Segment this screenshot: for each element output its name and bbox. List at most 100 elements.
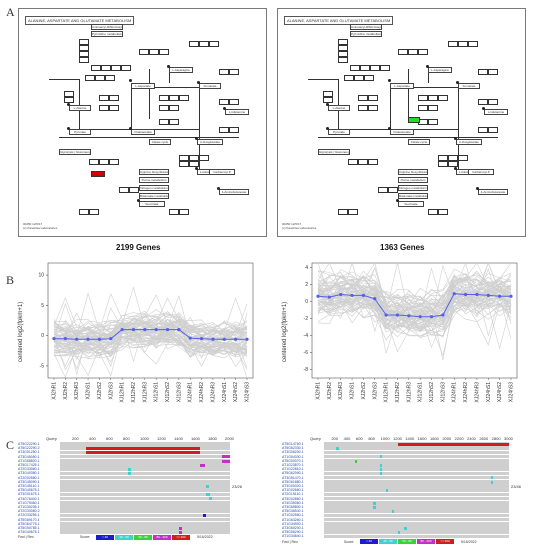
- hit-row[interactable]: [60, 505, 230, 509]
- hit-accession-link[interactable]: AT5G00070.1: [282, 458, 304, 463]
- hit-accession-link[interactable]: AT5G22290.2: [18, 446, 40, 451]
- mean-point: [177, 327, 181, 332]
- hit-row[interactable]: [324, 442, 509, 446]
- hit-accession-link[interactable]: AT4G76400.1: [18, 496, 40, 501]
- hit-accession-link[interactable]: AT2G33060.1: [18, 467, 40, 472]
- hit-row[interactable]: [60, 454, 230, 459]
- hit-accession-link[interactable]: AT1G68820.1: [18, 458, 40, 463]
- hit-row[interactable]: [324, 454, 509, 459]
- hit-row[interactable]: [324, 526, 509, 530]
- hit-accession-link[interactable]: AT5G40675.1: [18, 488, 40, 493]
- hit-accession-link[interactable]: AT5G14760.1: [282, 442, 304, 446]
- hit-accession-link[interactable]: AT5G50785.1: [18, 526, 40, 530]
- hit-accession-link[interactable]: AT5G64775.1: [18, 521, 40, 526]
- hit-accession-link[interactable]: AT3G51470.1: [282, 475, 304, 480]
- hit-row[interactable]: [60, 442, 230, 446]
- hit-accession-link[interactable]: AT2G33060.2: [18, 509, 40, 514]
- hit-accession-link[interactable]: AT5G06290.1: [282, 530, 304, 535]
- hit-accession-link[interactable]: AT5G36540.1: [282, 509, 304, 514]
- gene-line: [317, 282, 512, 338]
- hit-row[interactable]: [60, 475, 230, 480]
- hit-accession-link[interactable]: AT1G54330.1: [282, 454, 304, 459]
- hit-row[interactable]: [60, 467, 230, 471]
- hit-accession-link[interactable]: AT3G40380.1: [18, 471, 40, 476]
- hit-accession-link[interactable]: AT1G75460.1: [18, 500, 40, 505]
- kegg-enzyme-box: [129, 187, 139, 193]
- hit-accession-link[interactable]: AT5G69170.1: [18, 517, 40, 522]
- hit-accession-link[interactable]: AT4G01250.1: [18, 450, 40, 455]
- hit-accession-link[interactable]: AT5G22290.1: [18, 442, 40, 446]
- hit-row[interactable]: [324, 534, 509, 539]
- hit-accession-link[interactable]: AT5G17425.1: [18, 463, 40, 467]
- hit-row[interactable]: [60, 459, 230, 463]
- hit-accession-link[interactable]: AT4G35060.1: [282, 500, 304, 505]
- hit-row[interactable]: [60, 517, 230, 522]
- hit-row[interactable]: [60, 509, 230, 513]
- hit-row[interactable]: [60, 530, 230, 534]
- hit-accession-link[interactable]: AT3G01675.1: [18, 492, 40, 497]
- hit-accession-link[interactable]: AT1G30235.1: [18, 505, 40, 509]
- hit-accession-link[interactable]: AT3G45050.1: [18, 454, 40, 459]
- direction-legend[interactable]: Fwd | Rev: [18, 535, 34, 540]
- hit-accession-link[interactable]: AT3G06200.1: [282, 450, 304, 455]
- hit-row[interactable]: [324, 522, 509, 526]
- hit-accession-link[interactable]: AT1G23870.1: [282, 463, 304, 467]
- hit-row[interactable]: [60, 471, 230, 476]
- hit-row[interactable]: [324, 513, 509, 518]
- hit-row[interactable]: [60, 450, 230, 455]
- hit-row[interactable]: [60, 526, 230, 530]
- hit-row[interactable]: [60, 496, 230, 501]
- hit-accession-link[interactable]: AT1G02660.1: [282, 488, 304, 493]
- hit-row[interactable]: [324, 471, 509, 476]
- hit-accession-link[interactable]: AT3G65800.1: [282, 505, 304, 509]
- hit-row[interactable]: [324, 517, 509, 522]
- hit-accession-link[interactable]: AT3G00020.1: [282, 484, 304, 488]
- hit-accession-link[interactable]: AT4G40675.1: [18, 530, 40, 535]
- mean-point: [361, 293, 366, 297]
- hit-accession-link[interactable]: AT2G02580.1: [18, 475, 40, 480]
- hit-row[interactable]: [324, 496, 509, 501]
- hit-accession-link[interactable]: AT3G60200.1: [282, 526, 304, 530]
- hit-row[interactable]: [60, 522, 230, 526]
- hit-row[interactable]: [60, 484, 230, 488]
- hit-row[interactable]: [324, 467, 509, 471]
- hit-row[interactable]: [324, 475, 509, 480]
- hit-accession-link[interactable]: AT1G34900.1: [282, 521, 304, 526]
- hit-row[interactable]: [60, 501, 230, 505]
- hit-accession-link[interactable]: AT1G02560.1: [282, 513, 304, 518]
- hit-accession-link[interactable]: AT5G61880.1: [282, 479, 304, 484]
- hit-accession-link[interactable]: AT1G63260.1: [282, 517, 304, 522]
- hit-row[interactable]: [60, 488, 230, 492]
- hit-row[interactable]: [324, 480, 509, 484]
- hit-segment: [490, 480, 493, 484]
- hit-row[interactable]: [324, 505, 509, 509]
- hit-row[interactable]: [60, 446, 230, 450]
- hit-accession-link[interactable]: AT2G15110.1: [282, 492, 304, 497]
- kegg-enzyme-box: [478, 69, 488, 75]
- hit-row[interactable]: [324, 450, 509, 455]
- hit-row[interactable]: [324, 530, 509, 534]
- hit-accession-link[interactable]: AT5G62330.1: [282, 446, 304, 451]
- hit-accession-link[interactable]: AT5G62090.1: [282, 471, 304, 476]
- hit-row[interactable]: [324, 463, 509, 467]
- hit-row[interactable]: [324, 484, 509, 488]
- kegg-enzyme-box: [380, 65, 390, 71]
- hit-row[interactable]: [60, 463, 230, 467]
- hit-accession-link[interactable]: AT2G33255.1: [18, 513, 40, 518]
- hit-row[interactable]: [324, 488, 509, 492]
- hit-accession-link[interactable]: AT1G34640.1: [282, 534, 304, 539]
- hit-row[interactable]: [324, 446, 509, 450]
- hit-row[interactable]: [60, 480, 230, 484]
- direction-legend[interactable]: Fwd | Rev: [282, 539, 298, 544]
- hit-row[interactable]: [324, 501, 509, 505]
- hit-accession-link[interactable]: AT3G45090.1: [18, 479, 40, 484]
- hit-accession-link[interactable]: AT3G45110.1: [18, 484, 40, 488]
- hit-row[interactable]: [60, 492, 230, 497]
- hit-accession-link[interactable]: AT1G22810.1: [282, 467, 304, 472]
- hit-row[interactable]: [324, 459, 509, 463]
- x-tick-label: XJ12hR3: [406, 382, 412, 403]
- hit-row[interactable]: [60, 513, 230, 518]
- hit-row[interactable]: [324, 492, 509, 497]
- hit-row[interactable]: [324, 509, 509, 513]
- hit-accession-link[interactable]: AT3G02860.1: [282, 496, 304, 501]
